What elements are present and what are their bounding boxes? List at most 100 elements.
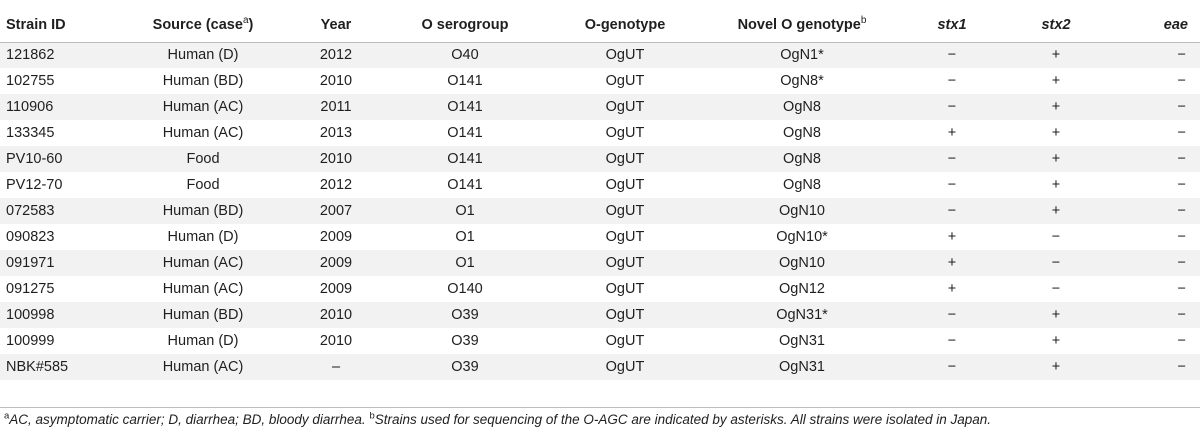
cell-novel-o-genotype: OgN12	[779, 281, 825, 297]
cell-stx2: +	[1051, 151, 1061, 167]
table-bottom-rule	[0, 407, 1200, 408]
table-row: 091971 Human (AC) 2009 O1 OgUT OgN10 + − −	[0, 250, 1200, 276]
cell-strain-id: 090823	[6, 229, 55, 245]
cell-o-serogroup: O141	[447, 125, 483, 141]
cell-o-genotype: OgUT	[605, 255, 645, 271]
cell-eae: −	[1177, 203, 1186, 219]
cell-o-serogroup: O1	[455, 203, 475, 219]
cell-novel-o-genotype: OgN31*	[776, 307, 828, 323]
footnote-a-mark: a	[4, 410, 10, 422]
header-strain-id: Strain ID	[6, 16, 66, 33]
cell-stx2: +	[1051, 307, 1061, 323]
cell-stx2: +	[1051, 333, 1061, 349]
cell-stx2: −	[1051, 255, 1061, 271]
cell-o-serogroup: O140	[447, 281, 483, 297]
cell-year: 2010	[319, 307, 353, 323]
cell-novel-o-genotype: OgN10	[779, 203, 825, 219]
cell-novel-o-genotype: OgN31	[779, 359, 825, 375]
cell-o-serogroup: O39	[451, 307, 479, 323]
cell-strain-id: 102755	[6, 73, 55, 89]
cell-novel-o-genotype: OgN1*	[780, 47, 824, 63]
cell-year: 2012	[319, 47, 353, 63]
cell-source: Human (AC)	[162, 125, 244, 141]
cell-stx1: −	[947, 177, 957, 193]
table-row: 100999 Human (D) 2010 O39 OgUT OgN31 − + −	[0, 328, 1200, 354]
cell-stx1: −	[947, 73, 957, 89]
cell-source: Human (AC)	[162, 255, 244, 271]
cell-year: 2013	[319, 125, 353, 141]
footnote-a-text: AC, asymptomatic carrier; D, diarrhea; B…	[9, 412, 370, 427]
cell-o-genotype: OgUT	[605, 333, 645, 349]
table-row: 091275 Human (AC) 2009 O140 OgUT OgN12 + − −	[0, 276, 1200, 302]
cell-stx2: +	[1051, 177, 1061, 193]
cell-eae: −	[1177, 125, 1186, 141]
cell-year: 2010	[319, 333, 353, 349]
cell-stx2: +	[1051, 125, 1061, 141]
cell-source: Food	[186, 151, 220, 167]
cell-source: Human (D)	[167, 333, 239, 349]
cell-strain-id: NBK#585	[6, 359, 69, 375]
table-row: 100998 Human (BD) 2010 O39 OgUT OgN31* − + −	[0, 302, 1200, 328]
cell-o-genotype: OgUT	[605, 99, 645, 115]
cell-novel-o-genotype: OgN8	[783, 99, 821, 115]
cell-stx1: −	[947, 203, 957, 219]
cell-stx1: −	[947, 47, 957, 63]
cell-strain-id: 121862	[6, 47, 55, 63]
cell-stx1: −	[947, 99, 957, 115]
footnote-b-mark: b	[369, 410, 375, 422]
cell-year: 2010	[319, 73, 353, 89]
cell-stx2: +	[1051, 203, 1061, 219]
table-row: 110906 Human (AC) 2011 O141 OgUT OgN8 − + −	[0, 94, 1200, 120]
table-footnote: aAC, asymptomatic carrier; D, diarrhea; …	[4, 410, 991, 427]
cell-o-serogroup: O141	[447, 151, 483, 167]
cell-year: 2010	[319, 151, 353, 167]
header-row: Strain ID Source (casea) Year O serogrou…	[0, 7, 1200, 42]
cell-novel-o-genotype: OgN31	[779, 333, 825, 349]
cell-o-genotype: OgUT	[605, 281, 645, 297]
header-o-genotype: O-genotype	[584, 16, 666, 33]
cell-eae: −	[1177, 73, 1186, 89]
cell-strain-id: 100999	[6, 333, 55, 349]
header-o-serogroup: O serogroup	[421, 16, 509, 33]
table-row: PV12-70 Food 2012 O141 OgUT OgN8 − + −	[0, 172, 1200, 198]
cell-novel-o-genotype: OgN8	[783, 151, 821, 167]
cell-novel-o-genotype: OgN10	[779, 255, 825, 271]
header-eae: eae	[1163, 16, 1188, 33]
cell-year: 2007	[319, 203, 353, 219]
cell-o-genotype: OgUT	[605, 229, 645, 245]
cell-eae: −	[1177, 281, 1186, 297]
cell-o-genotype: OgUT	[605, 73, 645, 89]
table-row: 133345 Human (AC) 2013 O141 OgUT OgN8 + + −	[0, 120, 1200, 146]
cell-source: Human (D)	[167, 47, 239, 63]
cell-stx1: −	[947, 359, 957, 375]
cell-o-genotype: OgUT	[605, 47, 645, 63]
cell-stx1: −	[947, 151, 957, 167]
table-row: PV10-60 Food 2010 O141 OgUT OgN8 − + −	[0, 146, 1200, 172]
cell-o-genotype: OgUT	[605, 177, 645, 193]
cell-source: Human (AC)	[162, 359, 244, 375]
cell-o-genotype: OgUT	[605, 203, 645, 219]
cell-source: Human (BD)	[162, 307, 244, 323]
cell-stx1: −	[947, 307, 957, 323]
cell-stx1: +	[947, 229, 957, 245]
cell-strain-id: 091971	[6, 255, 55, 271]
cell-novel-o-genotype: OgN10*	[776, 229, 828, 245]
cell-stx1: +	[947, 125, 957, 141]
cell-stx2: +	[1051, 47, 1061, 63]
cell-o-genotype: OgUT	[605, 151, 645, 167]
cell-stx2: +	[1051, 359, 1061, 375]
cell-year: 2009	[319, 255, 353, 271]
cell-eae: −	[1177, 47, 1186, 63]
cell-o-genotype: OgUT	[605, 359, 645, 375]
cell-source: Food	[186, 177, 220, 193]
cell-year: –	[331, 359, 341, 375]
cell-o-genotype: OgUT	[605, 307, 645, 323]
cell-eae: −	[1177, 333, 1186, 349]
strain-table: Strain ID Source (casea) Year O serogrou…	[0, 7, 1200, 380]
cell-source: Human (BD)	[162, 73, 244, 89]
table-row: NBK#585 Human (AC) – O39 OgUT OgN31 − + −	[0, 354, 1200, 380]
cell-year: 2011	[320, 99, 352, 115]
cell-novel-o-genotype: OgN8*	[780, 73, 824, 89]
header-stx2: stx2	[1041, 16, 1071, 33]
